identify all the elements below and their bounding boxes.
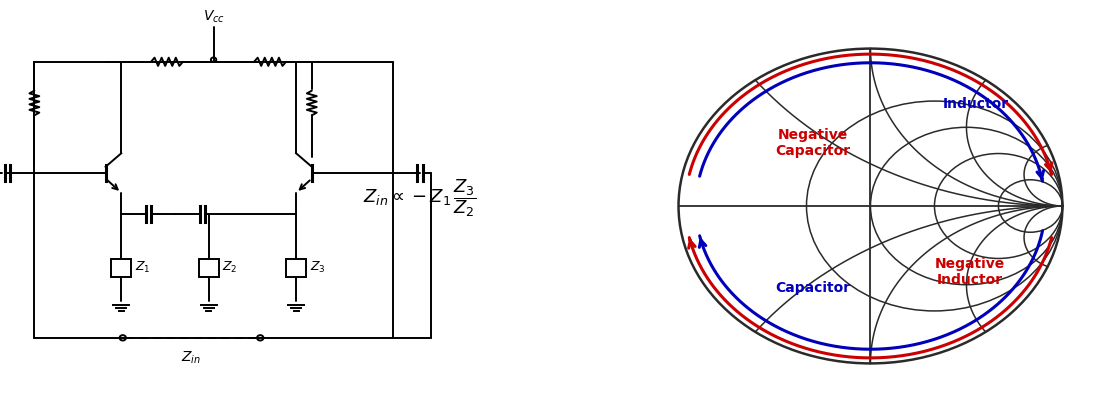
Text: $V_{cc}$: $V_{cc}$: [203, 8, 224, 25]
Text: Negative
Capacitor: Negative Capacitor: [776, 128, 850, 158]
Bar: [287, 259, 306, 277]
Text: Capacitor: Capacitor: [776, 281, 850, 295]
Bar: [112, 259, 131, 277]
Text: $Z_1$: $Z_1$: [135, 260, 151, 275]
Text: $Z_{in}$: $Z_{in}$: [182, 349, 202, 366]
Bar: [199, 259, 219, 277]
Text: Negative
Inductor: Negative Inductor: [935, 257, 1006, 287]
Text: $Z_{in} \propto - Z_1 \,\dfrac{Z_3}{Z_2}$: $Z_{in} \propto - Z_1 \,\dfrac{Z_3}{Z_2}…: [363, 177, 477, 219]
Text: Inductor: Inductor: [943, 97, 1009, 111]
Text: $Z_3$: $Z_3$: [310, 260, 326, 275]
Text: $Z_2$: $Z_2$: [222, 260, 238, 275]
